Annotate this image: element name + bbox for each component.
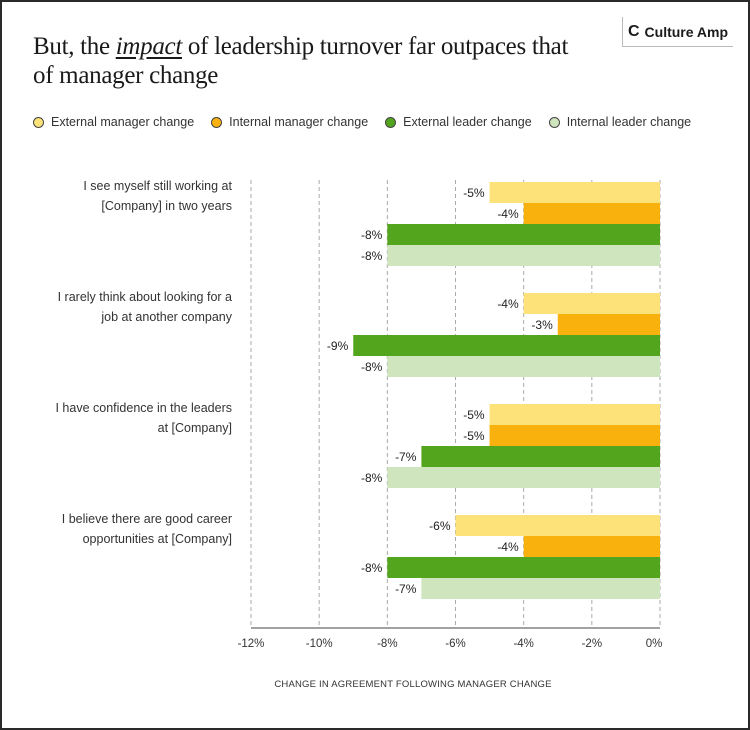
title-part: But, the <box>33 33 110 60</box>
category-label: job at another company <box>100 310 232 324</box>
legend-swatch-icon <box>33 116 44 128</box>
data-label: -8% <box>361 561 383 575</box>
logo-text: Culture Amp <box>644 23 729 40</box>
data-label: -5% <box>463 408 485 422</box>
data-label: -8% <box>361 228 383 242</box>
bar <box>421 578 660 599</box>
data-label: -9% <box>327 339 349 353</box>
bar <box>489 404 660 425</box>
bar <box>489 425 660 446</box>
category-label: I believe there are good career <box>62 512 232 526</box>
category-label: I rarely think about looking for a <box>58 290 232 304</box>
category-label: [Company] in two years <box>101 199 232 213</box>
data-label: -4% <box>497 540 519 554</box>
bar <box>557 314 660 335</box>
bar <box>421 446 660 467</box>
data-label: -7% <box>395 450 417 464</box>
chart-title: But, the impact of leadership turnover f… <box>33 32 593 90</box>
legend-item: Internal manager change <box>211 115 368 129</box>
legend-label: Internal manager change <box>229 115 369 129</box>
bar <box>523 536 660 557</box>
legend-swatch-icon <box>548 116 560 128</box>
data-label: -6% <box>429 519 451 533</box>
category-label: at [Company] <box>158 421 232 435</box>
x-axis-title: CHANGE IN AGREEMENT FOLLOWING MANAGER CH… <box>274 679 551 690</box>
data-label: -3% <box>531 318 553 332</box>
x-tick-label: -12% <box>238 638 265 650</box>
title-part: of leadership turnover far outpaces that… <box>33 33 569 89</box>
bar <box>387 224 660 245</box>
legend-swatch-icon <box>211 116 223 128</box>
data-label: -8% <box>361 249 383 263</box>
bar <box>523 203 660 224</box>
legend-label: Internal leader change <box>566 115 692 129</box>
data-label: -4% <box>497 297 519 311</box>
legend: External manager change Internal manager … <box>33 115 691 129</box>
culture-amp-logo: C Culture Amp <box>622 17 733 47</box>
data-label: -7% <box>395 582 417 596</box>
bar <box>523 293 660 314</box>
legend-swatch-icon <box>385 116 397 128</box>
logo-c-icon: C <box>627 22 640 40</box>
legend-item: External leader change <box>385 115 532 129</box>
bar <box>489 182 660 203</box>
legend-label: External leader change <box>403 115 532 129</box>
category-label: I have confidence in the leaders <box>55 401 232 415</box>
x-tick-label: -8% <box>377 638 397 650</box>
data-label: -5% <box>463 186 485 200</box>
x-tick-label: 0% <box>646 638 663 650</box>
data-label: -5% <box>463 429 485 443</box>
x-tick-label: -10% <box>306 638 333 650</box>
title-emphasis: impact <box>115 33 183 60</box>
x-tick-label: -4% <box>513 638 533 650</box>
x-tick-label: -2% <box>582 638 602 650</box>
category-label: I see myself still working at <box>83 179 232 193</box>
bar <box>387 245 660 266</box>
bar <box>353 335 660 356</box>
legend-item: External manager change <box>33 115 194 129</box>
bar <box>387 557 660 578</box>
legend-item: Internal leader change <box>548 115 692 129</box>
bar <box>455 515 660 536</box>
data-label: -8% <box>361 360 383 374</box>
x-tick-label: -6% <box>445 638 465 650</box>
bar <box>387 467 660 488</box>
data-label: -4% <box>497 207 519 221</box>
legend-label: External manager change <box>51 115 195 129</box>
category-label: opportunities at [Company] <box>83 532 232 546</box>
data-label: -8% <box>361 471 383 485</box>
bar <box>387 356 660 377</box>
